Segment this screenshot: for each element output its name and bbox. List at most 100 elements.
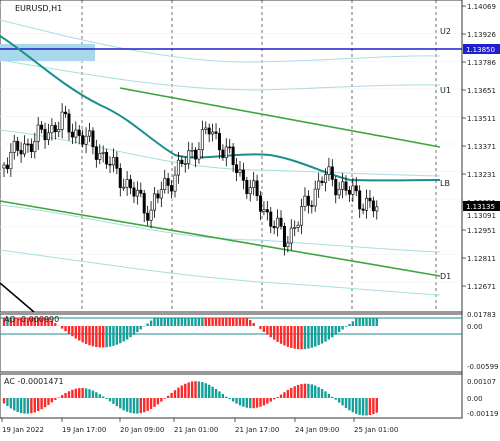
candle-body xyxy=(341,181,345,190)
ao-bar xyxy=(108,326,112,347)
ao-bar xyxy=(105,326,108,348)
ac-panel[interactable]: AC -0.0001471 xyxy=(0,373,463,419)
ac-bar xyxy=(249,398,252,409)
ac-bar xyxy=(368,398,372,416)
ao-bar xyxy=(361,318,365,326)
channel-upper-line[interactable] xyxy=(119,87,441,148)
ao-bar xyxy=(197,318,201,326)
candle-body xyxy=(166,178,170,186)
ao-bar xyxy=(173,318,177,326)
ao-bar xyxy=(259,326,262,330)
ao-bar xyxy=(324,326,327,342)
ac-bar xyxy=(160,398,163,402)
price-panel[interactable]: EURUSD,H1 U2 U1 LB D1 xyxy=(0,0,463,418)
ao-bar xyxy=(81,326,84,343)
ac-bar xyxy=(122,398,125,411)
candle-body xyxy=(74,129,78,138)
candle-body xyxy=(122,186,126,189)
ac-bar xyxy=(78,388,81,398)
ao-bar xyxy=(365,318,368,326)
ao-bar xyxy=(112,326,115,346)
current-price-tag-text: 1.13135 xyxy=(466,203,495,211)
ac-bar xyxy=(355,398,358,414)
candle-body xyxy=(211,131,215,135)
ac-bar xyxy=(314,385,317,398)
ac-histogram xyxy=(2,381,378,416)
price-tick-label: 1.12951 xyxy=(467,227,496,235)
candle-body xyxy=(108,163,112,166)
ac-bar xyxy=(201,382,204,398)
candle-body xyxy=(156,193,160,199)
ao-panel[interactable]: AO -0.000990 xyxy=(0,313,463,373)
ac-bar xyxy=(98,394,101,398)
ac-axis: 0.00107 0.00 -0.00119 xyxy=(467,378,498,418)
ao-bar xyxy=(37,318,40,326)
ac-bar xyxy=(365,398,368,416)
candle-body xyxy=(323,174,327,183)
ao-axis: 0.01783 0.00 -0.00599 xyxy=(467,311,498,371)
candle-body xyxy=(296,224,300,228)
ac-bar xyxy=(324,391,327,398)
candle-body xyxy=(361,208,365,211)
ao-bar xyxy=(249,319,252,326)
ac-bar xyxy=(170,392,173,398)
ac-bar xyxy=(43,398,47,408)
ao-bar xyxy=(84,326,88,344)
level-price-tag xyxy=(463,44,500,54)
ac-bar xyxy=(194,381,197,398)
ac-bar xyxy=(266,398,269,404)
candle-body xyxy=(354,185,358,192)
ao-bar xyxy=(132,326,136,335)
ac-bar xyxy=(19,398,23,414)
candle-body xyxy=(53,125,57,133)
ac-bar xyxy=(310,384,313,398)
candle-body xyxy=(139,189,143,194)
ac-bar xyxy=(235,398,238,404)
ac-bar xyxy=(228,398,231,400)
ao-bar xyxy=(166,318,170,326)
ac-bar xyxy=(71,389,74,398)
ao-bar xyxy=(242,318,245,326)
ao-bar xyxy=(252,322,255,326)
candle-body xyxy=(152,193,156,211)
ac-bar xyxy=(341,398,344,406)
price-tick-label: 1.13786 xyxy=(467,59,496,67)
ao-bar xyxy=(160,318,163,326)
candle-body xyxy=(248,187,252,194)
ao-bar xyxy=(139,326,142,330)
ac-bar xyxy=(337,398,341,403)
ao-bar xyxy=(344,326,348,327)
candle-body xyxy=(303,195,307,207)
ac-bar xyxy=(112,398,115,404)
ac-bar xyxy=(88,389,91,398)
candle-body xyxy=(204,127,208,130)
ac-bar xyxy=(197,381,201,398)
ao-bar xyxy=(262,326,266,332)
candle-body xyxy=(142,193,146,214)
ao-bar xyxy=(286,326,290,347)
ac-bar xyxy=(211,386,214,398)
candle-body xyxy=(125,179,129,188)
ao-bar xyxy=(153,318,156,326)
level-label-lb: LB xyxy=(440,179,450,188)
ao-bar xyxy=(98,326,101,348)
ac-bar xyxy=(221,394,225,398)
ac-bar xyxy=(290,387,293,398)
candle-body xyxy=(132,187,136,197)
level-label-u2: U2 xyxy=(440,27,451,36)
ac-bar xyxy=(303,383,307,398)
ao-bar xyxy=(122,326,125,342)
ac-bar xyxy=(153,398,156,407)
ac-bar xyxy=(296,384,300,398)
ac-bar xyxy=(37,398,40,412)
ac-bar xyxy=(115,398,119,407)
channel-lower-line[interactable] xyxy=(0,200,441,277)
ac-bar xyxy=(204,383,207,398)
ao-bar xyxy=(125,326,129,340)
envelope-line xyxy=(0,204,441,253)
candle-body xyxy=(94,146,98,160)
ac-bar xyxy=(64,393,67,398)
ac-bar xyxy=(214,388,218,398)
ao-bar xyxy=(101,326,105,348)
